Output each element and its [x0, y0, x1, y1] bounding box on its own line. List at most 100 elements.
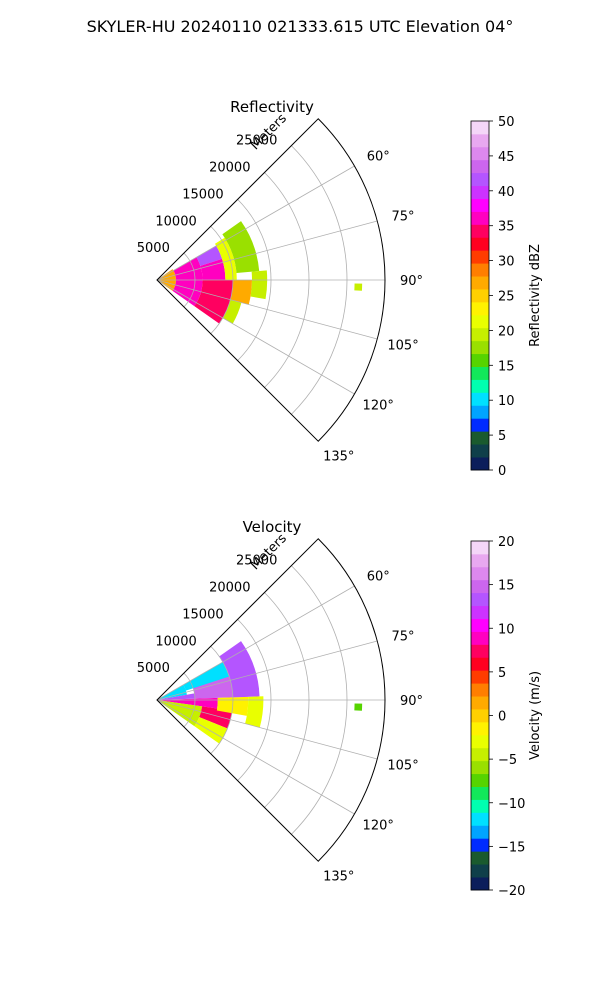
colorbar-swatch-22 [471, 172, 489, 187]
azimuth-tick-label-4: 120° [363, 818, 394, 833]
echo-region-10 [245, 696, 264, 728]
colorbar-swatch-4 [471, 405, 489, 419]
colorbar-swatch-10 [471, 327, 489, 342]
radial-tick-label-3: 20000 [209, 161, 250, 176]
figure-title: SKYLER-HU 20240110 021333.615 UTC Elevat… [87, 17, 514, 36]
panel-0: Reflectivity500010000150002000025000Mete… [137, 98, 543, 479]
colorbar-swatch-6 [471, 379, 489, 393]
azimuth-tick-label-0: 60° [367, 570, 390, 585]
colorbar-swatch-5 [471, 812, 489, 826]
colorbar-swatch-19 [471, 211, 489, 225]
colorbar-tick-label-8: 40 [498, 185, 515, 200]
colorbar-swatch-18 [471, 224, 489, 238]
colorbar-swatch-23 [471, 579, 489, 594]
radial-tick-label-0: 5000 [137, 241, 170, 256]
colorbar-swatch-9 [471, 340, 489, 355]
echo-region-9 [219, 641, 260, 698]
grid [156, 145, 385, 415]
colorbar-swatch-11 [471, 314, 489, 329]
colorbar-swatch-1 [471, 444, 489, 458]
echo-region-2 [196, 245, 223, 266]
colorbar-swatch-12 [471, 301, 489, 316]
colorbar-swatch-16 [471, 670, 489, 684]
colorbar-swatch-7 [471, 786, 489, 800]
grid [156, 565, 385, 835]
colorbar-tick-label-3: −5 [498, 753, 517, 768]
echo-region-3 [200, 258, 226, 280]
echo-region-4 [192, 674, 233, 699]
colorbar-tick-label-7: 15 [498, 579, 515, 594]
sector-frame [156, 538, 386, 862]
grid-spoke-4 [156, 279, 355, 395]
azimuth-tick-label-4: 120° [363, 398, 394, 413]
colorbar-swatch-22 [471, 592, 489, 607]
colorbar-tick-label-4: 20 [498, 324, 515, 339]
colorbar-swatch-17 [471, 237, 489, 251]
grid-spoke-1 [156, 220, 378, 281]
echo-region-7 [222, 299, 242, 324]
echo-region-11 [354, 703, 363, 711]
colorbar-tick-label-6: 10 [498, 622, 515, 637]
radial-tick-label-1: 10000 [155, 634, 196, 649]
echo-region-6 [230, 280, 252, 305]
azimuth-tick-label-0: 60° [367, 150, 390, 165]
azimuth-tick-label-2: 90° [400, 274, 423, 289]
colorbar-swatch-10 [471, 747, 489, 762]
colorbar-swatch-1 [471, 864, 489, 878]
sector-frame [156, 118, 386, 442]
colorbar: 0 5 10 15 20 25 30 35 40 45 50 Reflectivity dBZ [470, 115, 543, 479]
echo-region-10 [354, 283, 363, 291]
grid-spoke-4 [156, 699, 355, 815]
grid-spoke-3 [156, 699, 378, 760]
colorbar-swatch-17 [471, 657, 489, 671]
colorbar-swatch-3 [471, 838, 489, 852]
colorbar-swatch-25 [471, 553, 489, 568]
colorbar-swatch-13 [471, 289, 489, 303]
grid-spoke-3 [156, 279, 378, 340]
colorbar-swatch-26 [471, 121, 489, 135]
azimuth-tick-label-5: 135° [323, 870, 354, 885]
radial-tick-label-4: 25000 [236, 554, 277, 569]
colorbar-tick-label-9: 45 [498, 150, 515, 165]
colorbar-swatch-3 [471, 418, 489, 432]
echo-region-8 [222, 221, 260, 274]
echo-region-5 [183, 662, 230, 691]
echo-region-4 [194, 280, 233, 324]
colorbar-tick-label-5: 25 [498, 290, 515, 305]
radial-tick-label-1: 10000 [155, 214, 196, 229]
chart-title: Velocity [243, 518, 302, 536]
colorbar-swatch-12 [471, 721, 489, 736]
colorbar-swatch-20 [471, 618, 489, 632]
colorbar-tick-label-2: 10 [498, 394, 515, 409]
colorbar-swatch-18 [471, 644, 489, 658]
colorbar-swatch-5 [471, 392, 489, 406]
colorbar-swatch-0 [471, 457, 489, 471]
azimuth-tick-label-5: 135° [323, 450, 354, 465]
colorbar-swatch-25 [471, 133, 489, 148]
colorbar-swatch-20 [471, 198, 489, 212]
colorbar-tick-label-10: 50 [498, 115, 515, 130]
chart-title: Reflectivity [230, 98, 314, 116]
echo-layer [157, 641, 363, 744]
colorbar-tick-label-3: 15 [498, 359, 515, 374]
colorbar-tick-label-4: 0 [498, 710, 506, 725]
colorbar-swatch-2 [471, 851, 489, 865]
echo-region-5 [215, 237, 237, 280]
colorbar-swatch-15 [471, 263, 489, 277]
colorbar-swatch-14 [471, 276, 489, 290]
colorbar-label: Reflectivity dBZ [528, 244, 543, 347]
colorbar-swatch-21 [471, 605, 489, 619]
colorbar-swatch-8 [471, 773, 489, 787]
colorbar-swatch-2 [471, 431, 489, 445]
colorbar-swatch-14 [471, 696, 489, 710]
colorbar-swatch-7 [471, 366, 489, 380]
colorbar-swatch-11 [471, 734, 489, 749]
echo-region-1 [172, 257, 203, 307]
colorbar-tick-label-5: 5 [498, 666, 506, 681]
echo-region-1 [157, 684, 187, 700]
colorbar-swatch-24 [471, 146, 489, 161]
colorbar: −20 −15 −10 −5 0 5 10 15 20 Velocity (m/s) [470, 535, 543, 899]
echo-region-7 [194, 717, 228, 744]
colorbar-swatch-23 [471, 159, 489, 174]
